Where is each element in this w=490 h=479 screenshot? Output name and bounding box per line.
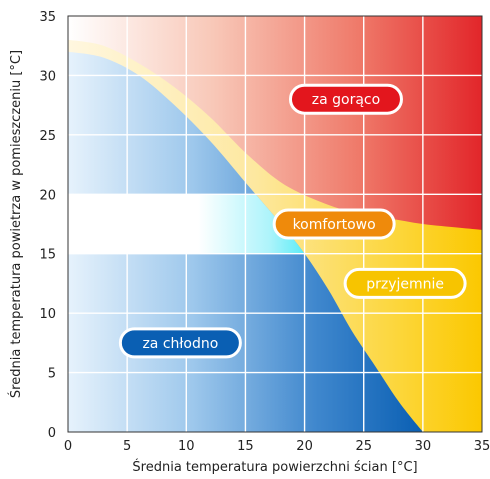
y-tick-label: 0: [48, 426, 56, 441]
y-axis-title: Średnia temperatura powietrza w pomieszc…: [8, 50, 24, 398]
x-tick-label: 30: [415, 439, 432, 454]
y-tick-label: 35: [39, 10, 56, 25]
x-axis-ticks: 0 5 10 15 20 25 30 35: [64, 439, 490, 454]
region-label-pill: [343, 267, 467, 299]
region-label-text: przyjemnie: [366, 276, 444, 292]
x-tick-label: 35: [474, 439, 490, 454]
grid-lines: [68, 16, 482, 432]
region-label-text: za gorąco: [312, 92, 380, 108]
x-tick-label: 25: [355, 439, 372, 454]
x-tick-label: 5: [123, 439, 131, 454]
region-label-text: komfortowo: [293, 217, 376, 233]
y-tick-label: 30: [39, 69, 56, 84]
x-tick-label: 0: [64, 439, 72, 454]
x-tick-label: 10: [178, 439, 195, 454]
region-label-pill: [118, 327, 242, 359]
region-label-pill: [288, 83, 403, 115]
y-tick-label: 5: [48, 367, 56, 382]
region-label-text: za chłodno: [142, 336, 218, 352]
y-tick-label: 10: [39, 307, 56, 322]
x-tick-label: 20: [296, 439, 313, 454]
y-tick-label: 20: [39, 188, 56, 203]
y-tick-label: 25: [39, 129, 56, 144]
plot-frame: [67, 15, 483, 433]
region-label: za chłodno: [118, 327, 242, 359]
x-tick-label: 15: [237, 439, 254, 454]
region-label: za gorąco: [288, 83, 403, 115]
region-label-pill: [272, 208, 396, 240]
y-tick-label: 15: [39, 248, 56, 263]
x-axis-title: Średnia temperatura powierzchni ścian [°…: [132, 459, 417, 475]
region-label: przyjemnie: [343, 267, 467, 299]
y-axis-ticks: 0 5 10 15 20 25 30 35: [39, 10, 56, 441]
region-label: komfortowo: [272, 208, 396, 240]
region-labels: za gorąco komfortowo przyjemnie za chłodno: [118, 83, 467, 359]
